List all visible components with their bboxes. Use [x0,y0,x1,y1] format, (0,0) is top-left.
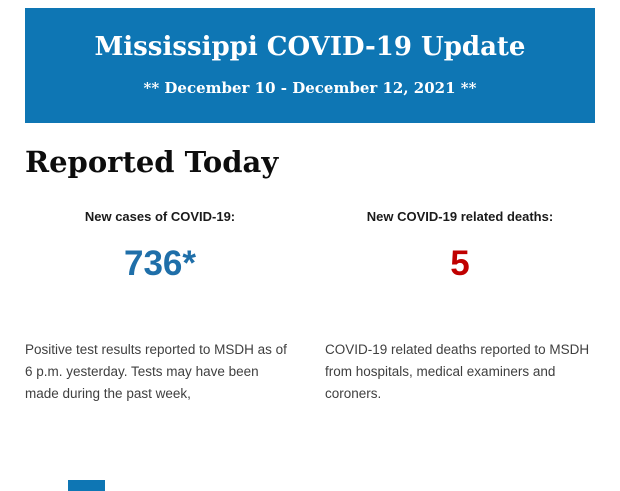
stat-new-deaths: New COVID-19 related deaths: 5 COVID-19 … [325,209,595,405]
stat-new-cases: New cases of COVID-19: 736* Positive tes… [25,209,295,405]
new-cases-value: 736* [123,244,197,283]
new-cases-label: New cases of COVID-19: [84,209,236,224]
header-title: Mississippi COVID-19 Update [94,32,526,62]
new-deaths-value: 5 [450,244,470,283]
header-date-range: ** December 10 - December 12, 2021 ** [143,79,477,97]
new-deaths-label: New COVID-19 related deaths: [366,209,554,224]
new-deaths-description: COVID-19 related deaths reported to MSDH… [325,342,590,401]
new-cases-description: Positive test results reported to MSDH a… [25,342,287,401]
next-section-partial-banner [68,480,105,491]
header-banner: Mississippi COVID-19 Update ** December … [25,8,595,123]
section-title: Reported Today [25,145,279,179]
stats-row: New cases of COVID-19: 736* Positive tes… [25,209,595,405]
email-body: Mississippi COVID-19 Update ** December … [0,8,620,491]
